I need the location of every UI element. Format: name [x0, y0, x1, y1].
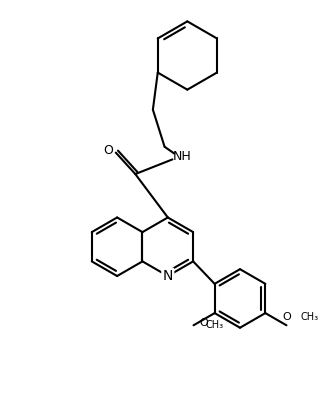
Text: CH₃: CH₃ — [300, 312, 318, 323]
Text: N: N — [163, 269, 173, 283]
Text: CH₃: CH₃ — [205, 320, 223, 330]
Text: NH: NH — [173, 150, 192, 163]
Text: O: O — [103, 144, 113, 157]
Text: O: O — [199, 318, 208, 328]
Text: O: O — [282, 312, 291, 323]
